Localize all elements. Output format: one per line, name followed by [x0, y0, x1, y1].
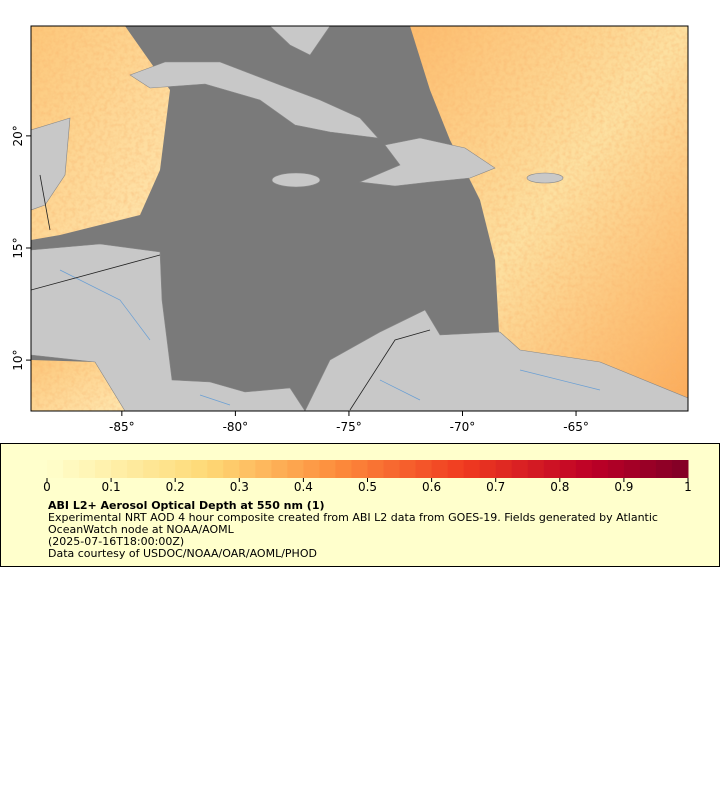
colorbar-step [655, 460, 673, 478]
colorbar-step [143, 460, 160, 478]
colorbar-step [607, 460, 625, 478]
colorbar-step [575, 460, 593, 478]
colorbar-tick-label: 0.2 [166, 480, 185, 494]
colorbar-step [591, 460, 609, 478]
x-tick-label: -80° [223, 420, 249, 434]
legend-text: ABI L2+ Aerosol Optical Depth at 550 nm … [48, 500, 688, 560]
colorbar-step [671, 460, 689, 478]
colorbar-step [527, 460, 545, 478]
colorbar-step [495, 460, 513, 478]
central-america [31, 243, 306, 411]
x-tick-label: -70° [450, 420, 476, 434]
cuba [129, 61, 379, 139]
x-tick-label: -65° [563, 420, 589, 434]
florida [269, 26, 331, 56]
x-tick-label: -85° [109, 420, 135, 434]
colorbar-step [639, 460, 657, 478]
colorbar-step [79, 460, 96, 478]
colorbar-step [239, 460, 256, 478]
colorbar-step [95, 460, 112, 478]
colorbar-tick-label: 0 [43, 480, 51, 494]
legend-credit: Data courtesy of USDOC/NOAA/OAR/AOML/PHO… [48, 547, 317, 560]
colorbar-step [431, 460, 449, 478]
colorbar-step [303, 460, 320, 478]
map-frame [30, 25, 689, 412]
colorbar-step [287, 460, 304, 478]
puerto-rico [526, 172, 564, 184]
legend-timestamp: (2025-07-16T18:00:00Z) [48, 535, 185, 548]
colorbar-step [63, 460, 80, 478]
colorbar-step [543, 460, 561, 478]
aod-field [380, 26, 688, 411]
legend-description: Experimental NRT AOD 4 hour composite cr… [48, 511, 658, 536]
colorbar-step [127, 460, 144, 478]
colorbar-step [447, 460, 465, 478]
colorbar-tick-label: 0.9 [614, 480, 633, 494]
colorbar-step [207, 460, 224, 478]
jamaica [271, 172, 321, 188]
colorbar-step [479, 460, 497, 478]
legend-title: ABI L2+ Aerosol Optical Depth at 550 nm … [48, 499, 325, 512]
colorbar-tick-label: 0.5 [358, 480, 377, 494]
y-tick-label: 10° [11, 349, 25, 370]
south-america [304, 309, 688, 411]
aod-field [31, 26, 170, 240]
colorbar-tick-label: 0.8 [550, 480, 569, 494]
rivers [59, 269, 601, 406]
x-tick-label: -75° [336, 420, 362, 434]
colorbar-tick-label: 1 [684, 480, 692, 494]
y-tick-label: 15° [11, 237, 25, 258]
colorbar-step [319, 460, 336, 478]
hispaniola [358, 137, 496, 187]
colorbar-step [383, 460, 401, 478]
colorbar-step [399, 460, 417, 478]
mexico [31, 117, 71, 211]
colorbar-step [623, 460, 641, 478]
colorbar: 0 0.1 0.2 0.3 0.4 0.5 0.6 0.7 0.8 0.9 1 [43, 460, 692, 494]
map-area [31, 26, 688, 411]
colorbar-step [367, 460, 385, 478]
colorbar-step [255, 460, 272, 478]
colorbar-tick-label: 0.3 [230, 480, 249, 494]
colorbar-tick-label: 0.7 [486, 480, 505, 494]
y-tick-label: 20° [11, 125, 25, 146]
colorbar-step [159, 460, 176, 478]
colorbar-step [511, 460, 529, 478]
colorbar-step [191, 460, 208, 478]
colorbar-step [271, 460, 288, 478]
colorbar-tick-label: 0.4 [294, 480, 313, 494]
colorbar-step [415, 460, 433, 478]
borders [31, 174, 431, 411]
colorbar-step [463, 460, 481, 478]
colorbar-step [47, 460, 64, 478]
colorbar-tick-label: 0.6 [422, 480, 441, 494]
colorbar-step [111, 460, 128, 478]
colorbar-step [559, 460, 577, 478]
colorbar-step [175, 460, 192, 478]
colorbar-step [223, 460, 240, 478]
colorbar-step [335, 460, 352, 478]
colorbar-tick-label: 0.1 [102, 480, 121, 494]
colorbar-step [351, 460, 368, 478]
